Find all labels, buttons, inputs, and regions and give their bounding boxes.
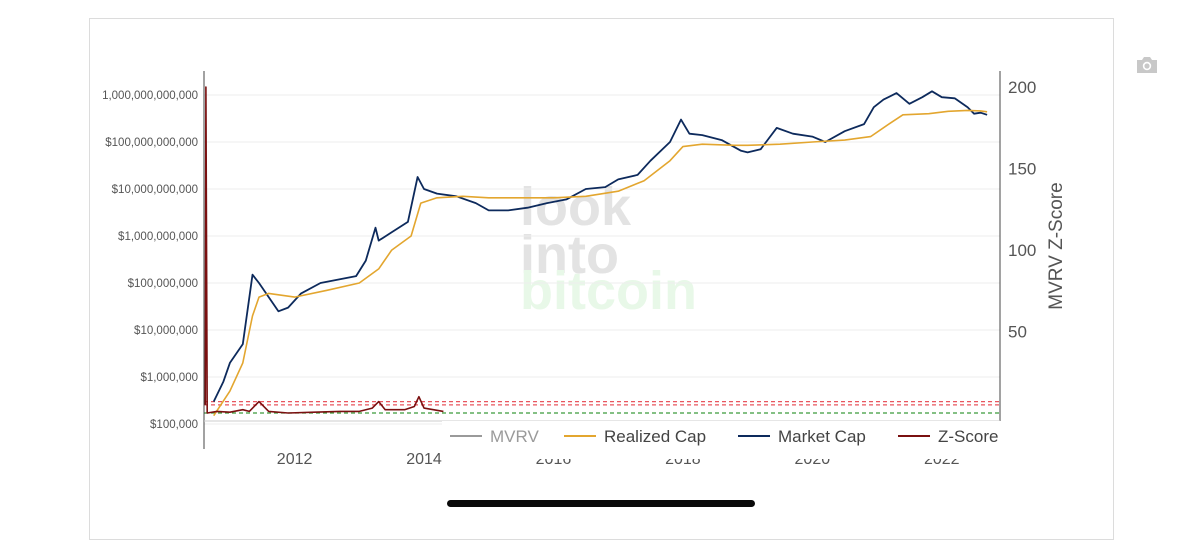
y-tick-label: $100,000,000,000 — [105, 137, 198, 149]
watermark-line-3: bitcoin — [520, 261, 697, 321]
y-tick-label: $10,000,000,000 — [112, 184, 198, 196]
legend-label: Market Cap — [778, 427, 866, 446]
y2-axis-label: MVRV Z-Score — [1046, 182, 1067, 309]
x-tick-label: 2014 — [406, 451, 442, 468]
y2-tick-label: 150 — [1008, 160, 1036, 179]
y2-tick-label: 100 — [1008, 241, 1036, 260]
y2-tick-label: 50 — [1008, 323, 1027, 342]
market-cap-line — [212, 90, 988, 402]
realized-cap-line — [213, 109, 988, 417]
legend-item-market-cap[interactable]: Market Cap — [738, 427, 866, 446]
home-indicator[interactable] — [447, 500, 755, 507]
watermark: look into bitcoin — [520, 177, 697, 321]
y-tick-label: $10,000,000 — [134, 325, 198, 337]
y-tick-label: $100,000 — [150, 419, 198, 431]
legend[interactable]: MVRV Realized Cap Market Cap Z-Score — [442, 421, 1022, 459]
y-tick-label: $1,000,000,000 — [118, 231, 198, 243]
legend-label: MVRV — [490, 427, 539, 446]
watermark-line-1: look — [520, 177, 632, 237]
chart-card: look into bitcoin $100,000 $1,000,000 $10,… — [89, 18, 1157, 540]
y2-tick-label: 200 — [1008, 78, 1036, 97]
legend-item-z-score[interactable]: Z-Score — [898, 427, 998, 446]
legend-item-realized-cap[interactable]: Realized Cap — [564, 427, 706, 446]
z-score-line — [204, 86, 444, 414]
legend-label: Realized Cap — [604, 427, 706, 446]
mvrv-zscore-chart: look into bitcoin $100,000 $1,000,000 $10,… — [102, 71, 1067, 468]
camera-icon[interactable] — [1135, 55, 1159, 80]
y-tick-label: $1,000,000 — [140, 372, 198, 384]
x-tick-label: 2012 — [277, 451, 313, 468]
y-tick-label: $100,000,000 — [128, 278, 198, 290]
legend-background — [442, 421, 1022, 459]
series-lines — [204, 86, 988, 417]
legend-item-mvrv[interactable]: MVRV — [450, 427, 539, 446]
watermark-line-2: into — [520, 225, 619, 285]
legend-label: Z-Score — [938, 427, 998, 446]
y-tick-label: 1,000,000,000,000 — [102, 90, 198, 102]
